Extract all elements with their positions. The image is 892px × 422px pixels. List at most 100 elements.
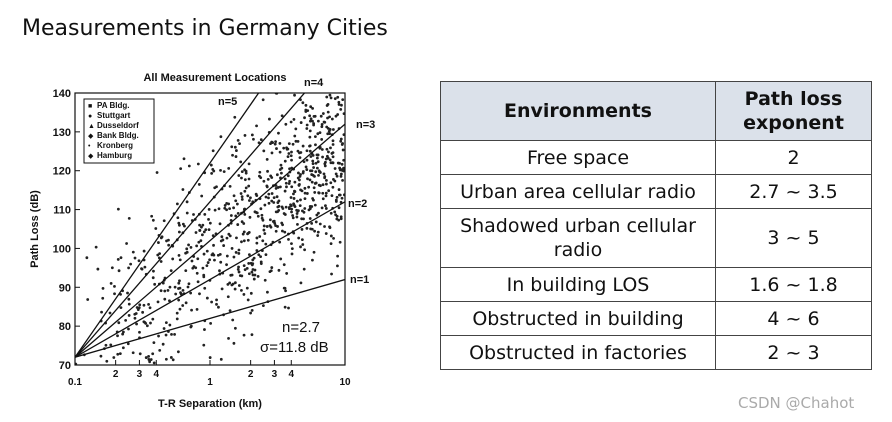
dot [220, 235, 224, 239]
dot [335, 195, 339, 199]
dot [248, 215, 252, 219]
dot [239, 192, 243, 195]
table-cell: 1.6 ~ 1.8 [715, 267, 872, 302]
fit-line [75, 93, 306, 358]
dot [337, 81, 340, 84]
dot [291, 216, 295, 220]
dot [218, 269, 221, 273]
dot [178, 279, 181, 283]
dot [308, 119, 312, 123]
dot [299, 198, 302, 202]
table-cell: Urban area cellular radio [440, 174, 716, 209]
dot [189, 324, 193, 328]
dot [289, 120, 293, 124]
dot [310, 205, 314, 208]
dot [157, 334, 160, 338]
dot [208, 221, 212, 225]
dot [337, 188, 341, 191]
dot [311, 197, 315, 200]
dot [184, 269, 188, 273]
dot [328, 132, 332, 136]
dot [223, 204, 227, 207]
dot [337, 103, 341, 106]
dot [152, 341, 156, 344]
dot [177, 298, 181, 302]
dot [240, 240, 243, 244]
x-tick-label: 4 [288, 369, 294, 380]
dot [257, 141, 261, 145]
dot [255, 211, 259, 215]
dot [292, 203, 296, 207]
dot [230, 247, 234, 250]
dot [277, 131, 280, 135]
dot [213, 258, 216, 262]
dot [126, 342, 130, 346]
dot [237, 252, 241, 255]
dot [280, 114, 284, 118]
dot [329, 96, 333, 100]
dot [105, 359, 109, 363]
dot [156, 300, 160, 304]
dot [168, 299, 171, 303]
y-tick-label: 90 [59, 282, 71, 294]
dot [269, 174, 273, 178]
dot [242, 333, 246, 337]
dot [340, 42, 343, 45]
dot [330, 152, 334, 155]
dot [240, 195, 244, 199]
dot [338, 240, 342, 244]
dot [121, 387, 124, 390]
legend-symbol: • [88, 143, 91, 150]
dot [232, 255, 236, 259]
dot [330, 194, 334, 198]
dot [174, 292, 178, 296]
dot [145, 395, 148, 398]
dot [336, 95, 340, 99]
dot [303, 116, 306, 120]
dot [183, 367, 186, 370]
dot [276, 205, 280, 209]
x-tick-label: 10 [339, 377, 351, 388]
dot [320, 206, 324, 210]
dot [197, 240, 201, 244]
dot [178, 286, 182, 290]
dot [280, 171, 283, 175]
dot [168, 285, 172, 289]
dot [178, 223, 181, 227]
dot [313, 182, 317, 185]
dot [258, 174, 261, 178]
dot [168, 323, 172, 327]
dot [227, 202, 231, 206]
dot [294, 139, 298, 143]
dot [249, 196, 252, 200]
dot [215, 185, 218, 189]
x-tick-label: 2 [113, 369, 119, 380]
legend-symbol: ▲ [88, 123, 95, 130]
dot [333, 167, 337, 170]
dot [236, 138, 240, 142]
dot [234, 251, 238, 254]
dot [292, 192, 295, 196]
dot [292, 118, 296, 121]
dot [336, 254, 340, 258]
dot [235, 202, 239, 206]
dot [212, 169, 216, 173]
dot [332, 178, 335, 181]
dot [329, 211, 333, 215]
dot [316, 119, 320, 123]
dot [219, 239, 223, 243]
x-tick-label: 4 [153, 369, 159, 380]
dot [317, 211, 320, 215]
dot [340, 168, 343, 172]
dot [151, 218, 155, 222]
dot [136, 308, 140, 311]
dot [285, 146, 288, 150]
dot [279, 163, 283, 167]
dot [325, 95, 329, 99]
table-row: Shadowed urban cellular radio 3 ~ 5 [440, 208, 872, 268]
dot [242, 293, 246, 296]
dot [279, 257, 283, 261]
dot [163, 289, 167, 293]
dot [133, 316, 137, 320]
dot [144, 322, 148, 325]
